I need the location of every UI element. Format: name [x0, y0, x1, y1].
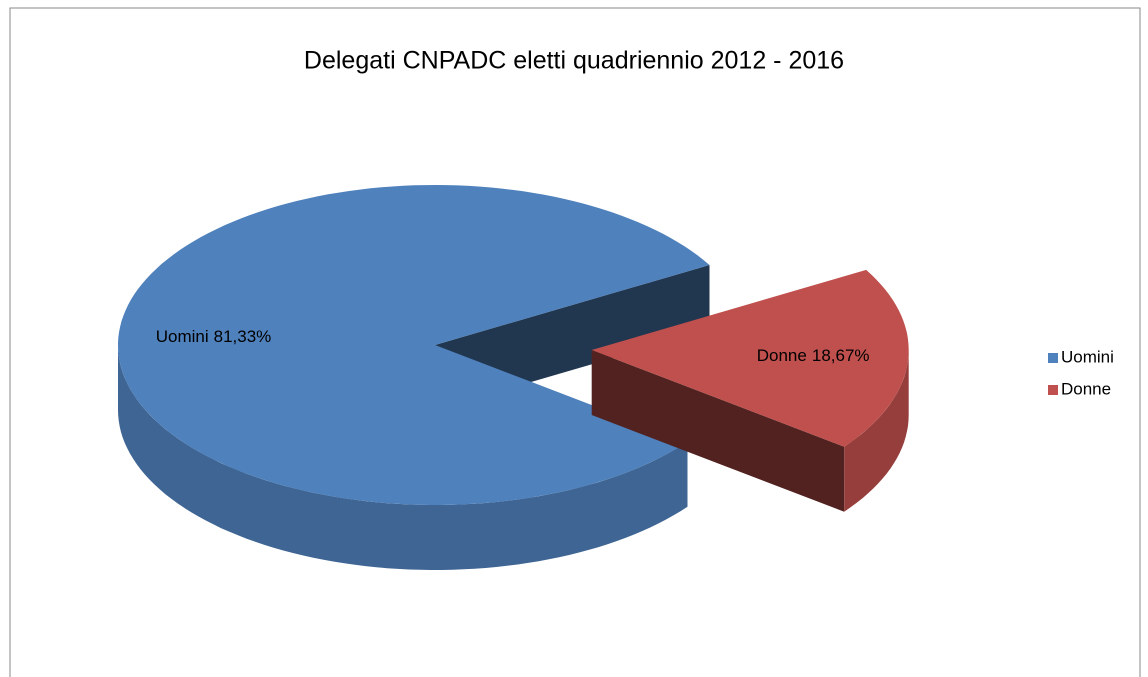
slice-side — [844, 350, 909, 512]
legend-label: Donne — [1061, 379, 1111, 398]
data-label-category: Donne — [757, 346, 807, 365]
slice-top — [118, 185, 710, 505]
slice — [591, 269, 909, 512]
data-label-category: Uomini — [156, 327, 209, 346]
legend-swatch — [1048, 353, 1058, 363]
slice-top — [591, 269, 909, 447]
slice-side — [118, 345, 688, 570]
data-label: Uomini 81,33% — [156, 327, 272, 346]
data-label-value: 18,67% — [812, 346, 870, 365]
slice-face — [591, 350, 845, 512]
chart-title: Delegati CNPADC eletti quadriennio 2012 … — [304, 47, 844, 75]
data-label-value: 81,33% — [214, 327, 272, 346]
legend-swatch — [1048, 385, 1058, 395]
slice — [118, 185, 710, 570]
legend-label: Uomini — [1061, 347, 1114, 366]
data-label: Donne 18,67% — [757, 346, 870, 365]
